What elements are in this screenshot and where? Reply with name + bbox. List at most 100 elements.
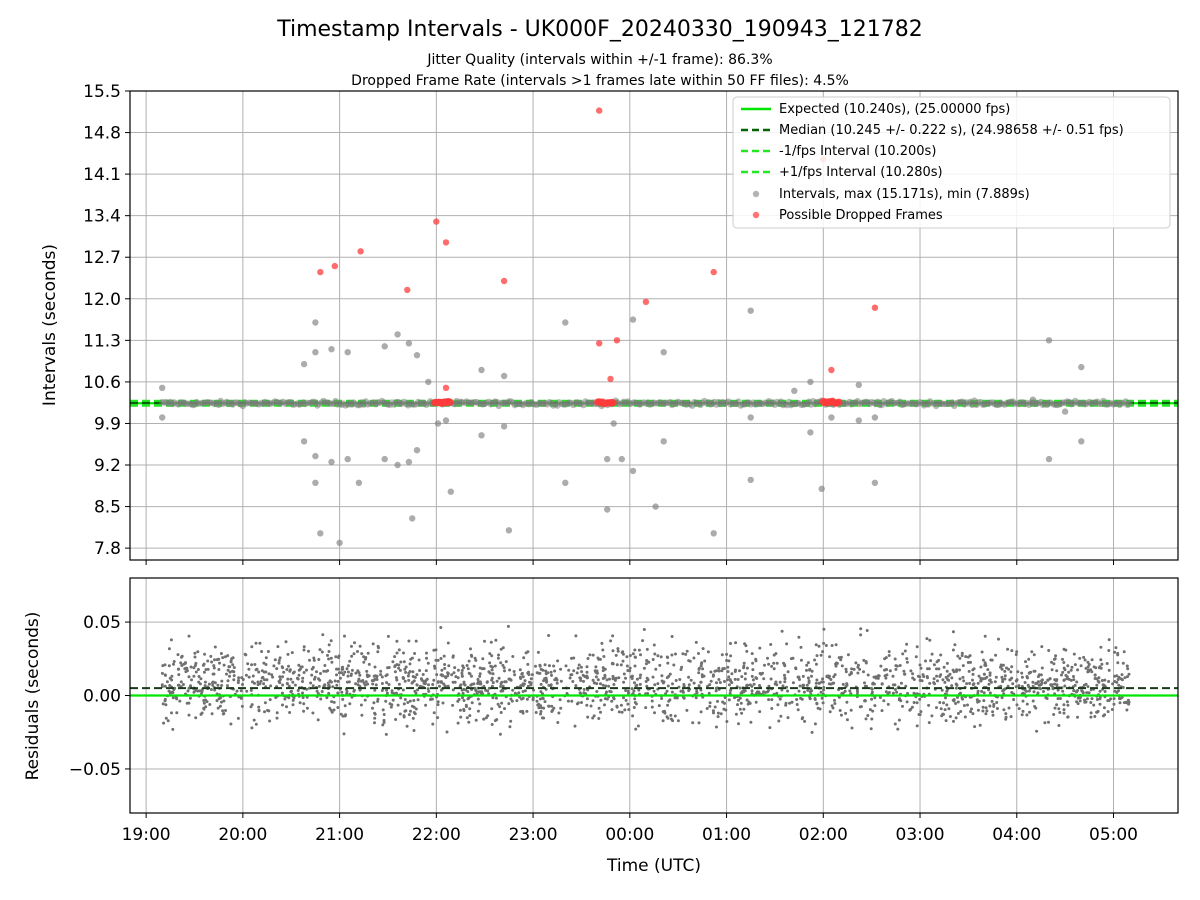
residual-point <box>984 712 988 716</box>
residual-point <box>625 664 629 668</box>
residual-point <box>262 661 266 665</box>
residual-point <box>1044 681 1048 685</box>
residual-point <box>964 655 968 659</box>
residual-point <box>416 698 420 702</box>
residual-point <box>172 662 175 666</box>
residual-point <box>954 702 958 705</box>
residual-point <box>469 647 472 651</box>
residual-point <box>417 658 421 662</box>
residual-point <box>722 707 726 711</box>
x-tick-label: 01:00 <box>702 825 751 845</box>
residual-point <box>799 658 803 662</box>
residual-point <box>517 691 521 695</box>
residual-point <box>845 718 849 722</box>
residual-point <box>398 668 402 672</box>
residual-point <box>674 652 677 656</box>
residual-point <box>412 679 416 683</box>
residual-point <box>820 680 824 684</box>
residual-point <box>844 711 848 715</box>
residual-point <box>404 665 408 669</box>
residual-point <box>440 668 444 672</box>
residual-point <box>1056 688 1060 692</box>
residual-point <box>737 722 740 726</box>
residual-point <box>531 696 535 700</box>
residual-point <box>443 663 447 666</box>
residual-point <box>202 701 206 705</box>
residual-point <box>408 662 412 666</box>
residual-point <box>319 672 322 675</box>
residual-point <box>619 703 623 707</box>
residual-point <box>977 674 981 678</box>
residual-point <box>433 666 437 670</box>
residual-point <box>611 661 615 665</box>
residual-point <box>679 668 683 671</box>
residual-point <box>1120 673 1124 677</box>
residual-point <box>901 704 904 708</box>
residual-point <box>525 709 529 713</box>
residual-point <box>435 673 439 677</box>
residual-point <box>1014 653 1018 656</box>
residual-point <box>1126 698 1130 702</box>
residual-point <box>1017 707 1021 711</box>
residual-point <box>453 666 457 670</box>
residual-point <box>373 721 376 725</box>
residual-point <box>301 680 304 683</box>
residual-point <box>697 721 701 725</box>
residual-point <box>721 700 725 704</box>
residual-point <box>192 666 196 670</box>
residual-point <box>1067 670 1071 674</box>
residual-point <box>507 702 511 706</box>
residual-point <box>737 698 740 702</box>
dropped-frame-point <box>613 337 621 344</box>
residual-point <box>1099 658 1103 662</box>
residual-point <box>257 708 261 712</box>
residual-point <box>580 670 584 674</box>
residual-point <box>1117 683 1121 687</box>
residual-point <box>363 683 367 687</box>
residual-point <box>585 703 589 707</box>
residual-point <box>656 654 660 658</box>
legend-dropped-swatch <box>752 211 760 219</box>
residual-point <box>997 637 1000 641</box>
residual-point <box>775 661 779 665</box>
residual-point <box>988 691 992 695</box>
residual-point <box>624 676 627 680</box>
residual-point <box>761 671 764 675</box>
legend-dropped-label: Possible Dropped Frames <box>779 208 943 223</box>
residual-point <box>458 708 462 712</box>
residual-point <box>613 678 617 682</box>
residual-point <box>632 689 636 693</box>
residual-point <box>1090 658 1094 662</box>
residual-point <box>163 663 167 667</box>
residual-point <box>631 714 635 718</box>
residual-point <box>725 720 729 723</box>
residual-point <box>733 677 737 681</box>
residual-point <box>740 711 744 715</box>
residual-point <box>644 662 648 666</box>
residual-point <box>215 699 219 703</box>
residual-point <box>226 679 230 683</box>
residual-point <box>966 661 970 664</box>
residual-point <box>346 674 350 678</box>
residual-point <box>519 710 523 713</box>
residual-point <box>263 701 267 705</box>
residual-point <box>291 671 295 675</box>
residual-point <box>1072 675 1075 678</box>
residual-point <box>632 706 636 709</box>
residual-point <box>539 710 543 713</box>
residual-point <box>617 710 621 714</box>
interval-point <box>317 530 324 537</box>
residual-point <box>277 661 281 665</box>
residual-point <box>1084 666 1088 670</box>
residual-point <box>454 675 458 679</box>
residual-point <box>167 647 171 651</box>
residual-point <box>1052 662 1056 666</box>
residual-point <box>565 692 569 695</box>
residual-point <box>1089 715 1093 719</box>
residual-point <box>1011 682 1015 686</box>
residual-point <box>421 673 425 676</box>
residual-point <box>244 653 248 657</box>
residual-point <box>186 689 190 693</box>
residual-point <box>810 730 814 734</box>
residual-point <box>591 716 595 720</box>
